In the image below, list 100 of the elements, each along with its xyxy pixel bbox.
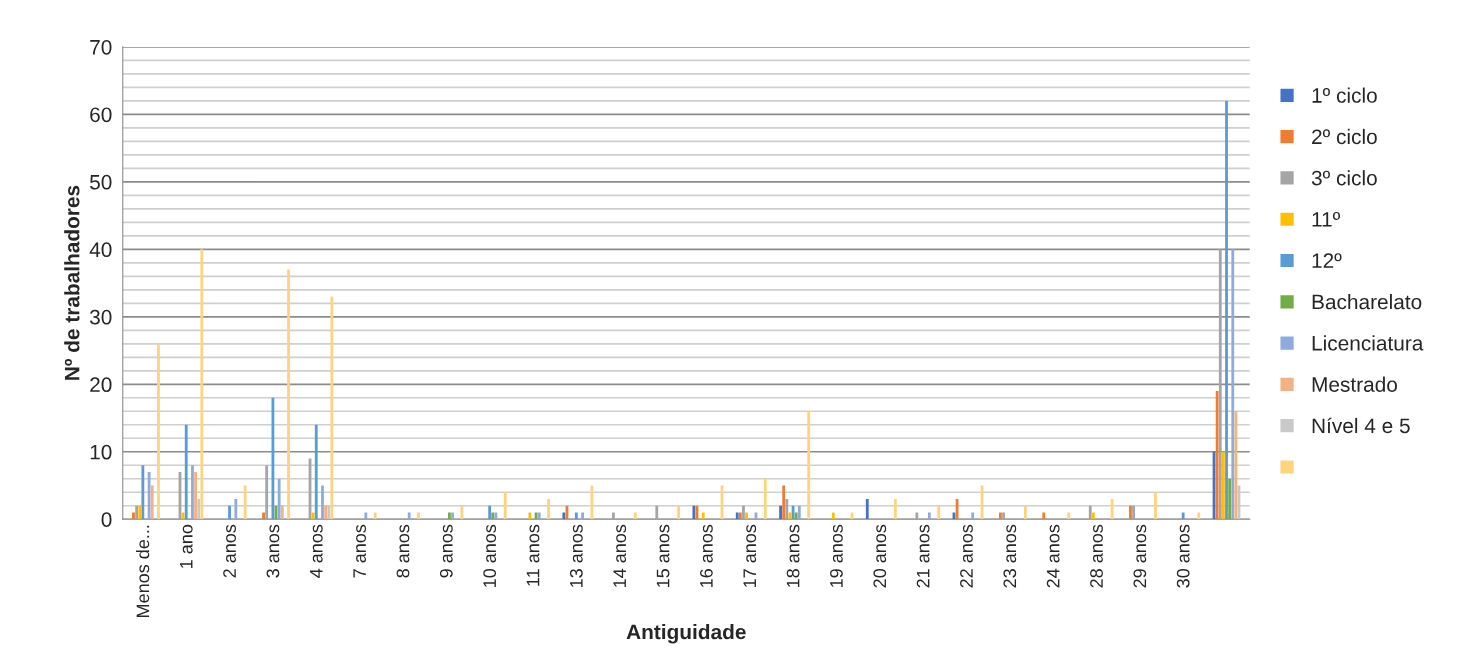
bar xyxy=(971,512,975,520)
bar xyxy=(194,472,197,520)
bar xyxy=(287,269,290,520)
bar xyxy=(407,512,411,520)
bar xyxy=(234,499,238,520)
y-tick-label: 0 xyxy=(101,512,112,527)
bar xyxy=(1042,512,1046,520)
bar xyxy=(701,512,705,520)
bar xyxy=(197,499,201,520)
bar xyxy=(228,505,231,520)
bar xyxy=(1181,512,1185,520)
bar xyxy=(417,512,420,520)
bar xyxy=(742,505,745,520)
bar xyxy=(528,512,532,520)
bar xyxy=(141,465,145,520)
bar xyxy=(797,505,801,520)
bar xyxy=(262,512,265,520)
bar xyxy=(265,465,269,520)
bar xyxy=(1231,249,1235,520)
bar xyxy=(1091,512,1095,520)
x-tick-label: 23 anos xyxy=(1003,524,1017,588)
bar xyxy=(488,505,492,520)
bar xyxy=(243,485,247,520)
x-tick-label: 10 anos xyxy=(483,524,497,587)
legend-label: Nível 4 e 5 xyxy=(1312,417,1410,434)
bar xyxy=(1067,512,1071,520)
bar xyxy=(831,512,835,520)
bar xyxy=(1222,451,1225,520)
legend-label: 1º ciclo xyxy=(1312,87,1377,103)
bar xyxy=(314,424,318,520)
y-tick-label: 10 xyxy=(90,444,112,460)
bar xyxy=(915,512,919,520)
bar xyxy=(562,512,566,520)
bar xyxy=(147,472,151,520)
y-tick-label: 50 xyxy=(90,174,112,190)
x-tick-label: 7 anos xyxy=(353,524,367,578)
x-tick-label: Menos de... xyxy=(136,525,150,617)
bar xyxy=(547,499,550,520)
bar xyxy=(677,505,681,520)
x-tick-label: 8 anos xyxy=(396,524,410,578)
bar xyxy=(574,512,578,520)
x-tick-label: 19 anos xyxy=(830,524,843,587)
legend-label: 3º ciclo xyxy=(1311,170,1377,186)
bar xyxy=(311,512,315,520)
x-tick-label: 4 anos xyxy=(310,524,323,578)
bar xyxy=(581,512,584,520)
x-tick-label: 2 anos xyxy=(223,524,236,578)
x-tick-label: 17 anos xyxy=(743,524,757,587)
legend-label: Mestrado xyxy=(1312,376,1397,392)
bar xyxy=(280,505,284,520)
y-tick-label: 30 xyxy=(89,309,112,325)
x-tick-label: 1 ano xyxy=(180,524,193,568)
bar xyxy=(503,492,507,520)
bar xyxy=(191,465,194,520)
bar xyxy=(1154,492,1157,520)
x-tick-label: 9 anos xyxy=(439,524,453,578)
bar xyxy=(1088,505,1092,520)
bar xyxy=(1234,411,1238,520)
bar xyxy=(1023,505,1027,520)
x-tick-label: 22 anos xyxy=(960,524,973,588)
bar xyxy=(633,512,637,520)
bar xyxy=(893,499,897,520)
x-axis-title: Antiguidade xyxy=(626,624,746,644)
bar xyxy=(865,499,869,520)
legend-label: 12º xyxy=(1312,253,1342,268)
bar xyxy=(1215,391,1219,520)
y-axis-title: Nº de trabalhadores xyxy=(64,185,80,380)
bar xyxy=(937,505,941,520)
x-tick-label: 11 anos xyxy=(526,524,540,586)
bar xyxy=(184,424,188,520)
bar xyxy=(150,485,154,520)
legend-label: Bacharelato xyxy=(1312,294,1422,310)
bar xyxy=(157,343,160,520)
x-tick-label: 28 anos xyxy=(1090,524,1103,588)
x-tick-label: 29 anos xyxy=(1133,524,1147,588)
x-tick-label: 21 anos xyxy=(916,524,930,588)
x-tick-label: 30 anos xyxy=(1176,524,1190,588)
y-tick-label: 70 xyxy=(90,39,112,55)
bar xyxy=(460,505,464,520)
bar xyxy=(807,411,811,520)
bar xyxy=(763,478,767,520)
bar xyxy=(745,512,748,520)
bar xyxy=(373,512,377,520)
y-tick-label: 60 xyxy=(90,107,112,123)
x-tick-label: 18 anos xyxy=(786,524,800,587)
x-tick-label: 14 anos xyxy=(613,524,627,587)
bar xyxy=(277,478,281,520)
bar xyxy=(330,296,334,520)
bar xyxy=(655,505,659,520)
bar xyxy=(364,512,368,520)
bar xyxy=(794,512,798,520)
bar xyxy=(1225,100,1228,520)
x-tick-label: 13 anos xyxy=(569,524,583,587)
legend-label: 11º xyxy=(1312,211,1341,227)
y-tick-label: 40 xyxy=(89,242,112,258)
x-tick-label: 16 anos xyxy=(699,524,713,587)
x-tick-label: 3 anos xyxy=(266,524,280,578)
bar xyxy=(785,499,789,520)
y-tick-label: 20 xyxy=(90,377,112,393)
bar xyxy=(200,249,204,520)
